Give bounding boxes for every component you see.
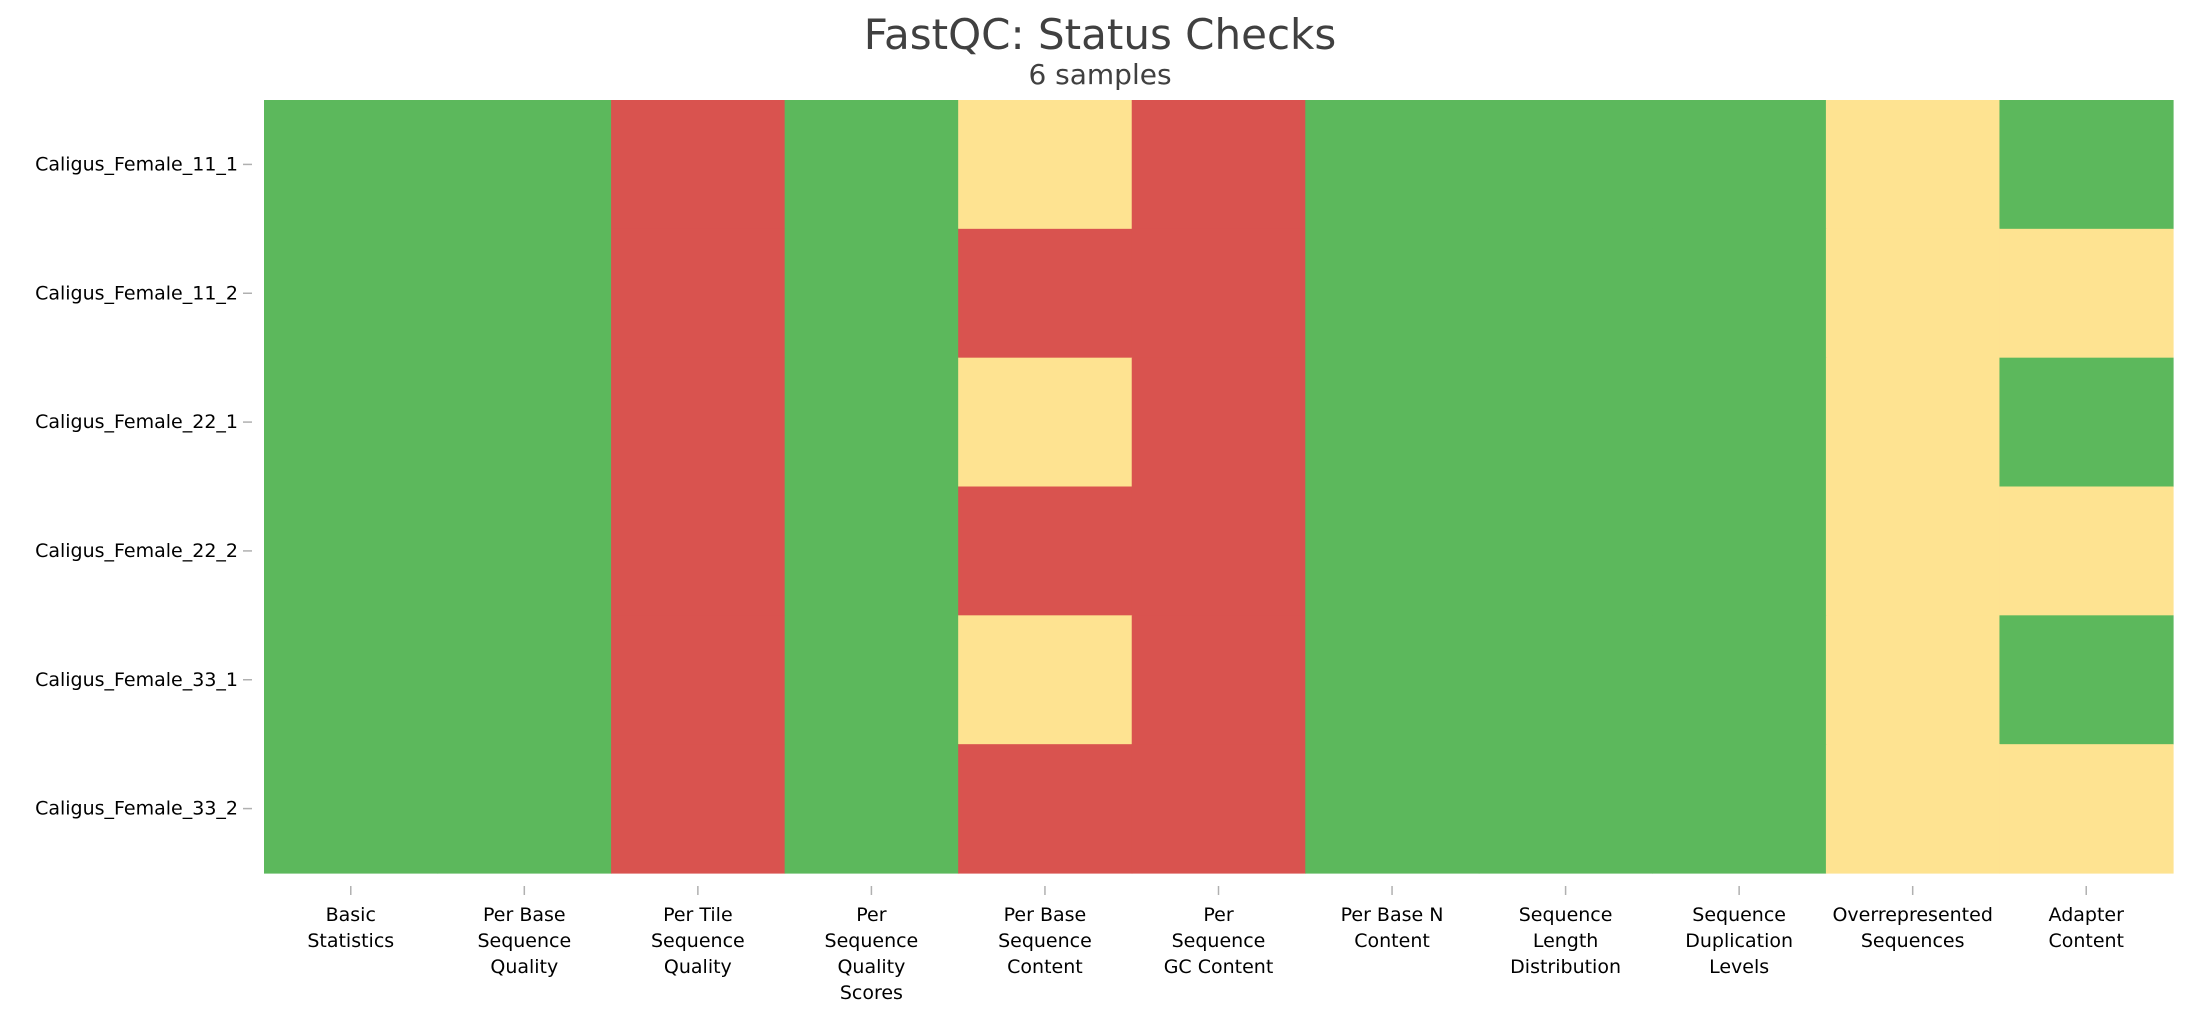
heatmap-cell bbox=[1131, 228, 1306, 359]
heatmap-cell bbox=[1131, 100, 1306, 230]
heatmap-cell bbox=[1652, 486, 1827, 616]
heatmap-cell bbox=[958, 615, 1133, 745]
heatmap-cell bbox=[1478, 100, 1653, 230]
heatmap-cell bbox=[1305, 744, 1480, 874]
heatmap-cell bbox=[437, 100, 612, 230]
heatmap-cell bbox=[264, 615, 439, 745]
heatmap-cell bbox=[437, 228, 612, 359]
heatmap-cell bbox=[1999, 357, 2174, 488]
y-tick-label: Caligus_Female_22_1 bbox=[35, 411, 238, 433]
heatmap-cell bbox=[958, 486, 1133, 616]
heatmap-cell bbox=[1131, 744, 1306, 874]
x-tick-label: Per Base N Content bbox=[1341, 904, 1444, 952]
heatmap-cell bbox=[611, 744, 786, 874]
heatmap-cell bbox=[264, 486, 439, 616]
heatmap-cell bbox=[1825, 100, 2001, 230]
heatmap-cell bbox=[784, 486, 959, 616]
heatmap-cell bbox=[1652, 100, 1827, 230]
chart-title: FastQC: Status Checks bbox=[863, 10, 1337, 59]
heatmap-cell bbox=[1478, 357, 1653, 488]
y-tick-label: Caligus_Female_11_2 bbox=[35, 282, 238, 304]
heatmap-cell bbox=[437, 357, 612, 488]
heatmap-cell bbox=[1478, 228, 1653, 359]
x-tick-label: Per Base Sequence Content bbox=[998, 904, 1092, 978]
heatmap-cell bbox=[1825, 486, 2001, 616]
x-axis: Basic Statistics Per Base Sequence Quality Pe… bbox=[307, 886, 2124, 1004]
y-tick-label: Caligus_Female_22_2 bbox=[35, 540, 238, 562]
x-tick-label: Adapter Content bbox=[2048, 904, 2124, 952]
heatmap-cell bbox=[264, 100, 439, 230]
x-tick-label: Overrepresented Sequences bbox=[1832, 904, 1992, 952]
heatmap-cell bbox=[958, 744, 1133, 874]
chart-subtitle: 6 samples bbox=[1028, 58, 1172, 91]
y-tick-label: Caligus_Female_33_1 bbox=[35, 669, 238, 691]
heatmap-cell bbox=[611, 486, 786, 616]
heatmap-cell bbox=[1825, 615, 2001, 745]
heatmap-cell bbox=[784, 100, 959, 230]
heatmap-cell bbox=[1305, 486, 1480, 616]
heatmap-cell bbox=[611, 100, 786, 230]
heatmap-cell bbox=[1305, 357, 1480, 488]
heatmap-cells bbox=[264, 100, 2174, 874]
heatmap-cell bbox=[264, 228, 439, 359]
heatmap-cell bbox=[958, 228, 1133, 359]
heatmap-cell bbox=[784, 357, 959, 488]
heatmap-cell bbox=[1305, 228, 1480, 359]
heatmap-cell bbox=[1305, 615, 1480, 745]
heatmap-cell bbox=[1131, 486, 1306, 616]
heatmap-cell bbox=[1999, 744, 2174, 874]
x-tick-label: Basic Statistics bbox=[307, 904, 394, 952]
heatmap-cell bbox=[611, 357, 786, 488]
heatmap-cell bbox=[1652, 744, 1827, 874]
heatmap-cell bbox=[1652, 357, 1827, 488]
heatmap-cell bbox=[437, 486, 612, 616]
x-tick-label: Per Sequence GC Content bbox=[1164, 904, 1274, 978]
y-tick-label: Caligus_Female_33_2 bbox=[35, 798, 238, 820]
x-tick-label: Per Base Sequence Quality bbox=[477, 904, 571, 978]
heatmap-cell bbox=[611, 228, 786, 359]
y-axis: Caligus_Female_11_1 Caligus_Female_11_2 Ca… bbox=[35, 153, 252, 820]
heatmap-cell bbox=[264, 744, 439, 874]
heatmap-cell bbox=[1652, 228, 1827, 359]
heatmap-cell bbox=[784, 228, 959, 359]
heatmap-cell bbox=[1305, 100, 1480, 230]
heatmap-cell bbox=[437, 744, 612, 874]
heatmap-cell bbox=[1825, 357, 2001, 488]
heatmap-cell bbox=[1825, 228, 2001, 359]
heatmap-cell bbox=[1478, 486, 1653, 616]
heatmap-cell bbox=[784, 615, 959, 745]
heatmap-cell bbox=[1478, 744, 1653, 874]
heatmap-cell bbox=[1131, 357, 1306, 488]
heatmap-cell bbox=[958, 100, 1133, 230]
heatmap-cell bbox=[1999, 100, 2174, 230]
heatmap-cell bbox=[1652, 615, 1827, 745]
heatmap-cell bbox=[437, 615, 612, 745]
x-tick-label: Sequence Duplication Levels bbox=[1685, 904, 1793, 978]
heatmap-cell bbox=[1478, 615, 1653, 745]
y-tick-label: Caligus_Female_11_1 bbox=[35, 153, 238, 175]
heatmap-cell bbox=[784, 744, 959, 874]
heatmap-cell bbox=[611, 615, 786, 745]
x-tick-label: Sequence Length Distribution bbox=[1510, 904, 1621, 978]
heatmap-cell bbox=[1999, 486, 2174, 616]
heatmap-cell bbox=[958, 357, 1133, 488]
x-tick-label: Per Sequence Quality Scores bbox=[825, 904, 919, 1004]
heatmap-cell bbox=[1999, 228, 2174, 359]
heatmap-cell bbox=[1131, 615, 1306, 745]
x-tick-label: Per Tile Sequence Quality bbox=[651, 904, 745, 978]
heatmap-cell bbox=[1999, 615, 2174, 745]
heatmap-cell bbox=[264, 357, 439, 488]
heatmap-cell bbox=[1825, 744, 2001, 874]
